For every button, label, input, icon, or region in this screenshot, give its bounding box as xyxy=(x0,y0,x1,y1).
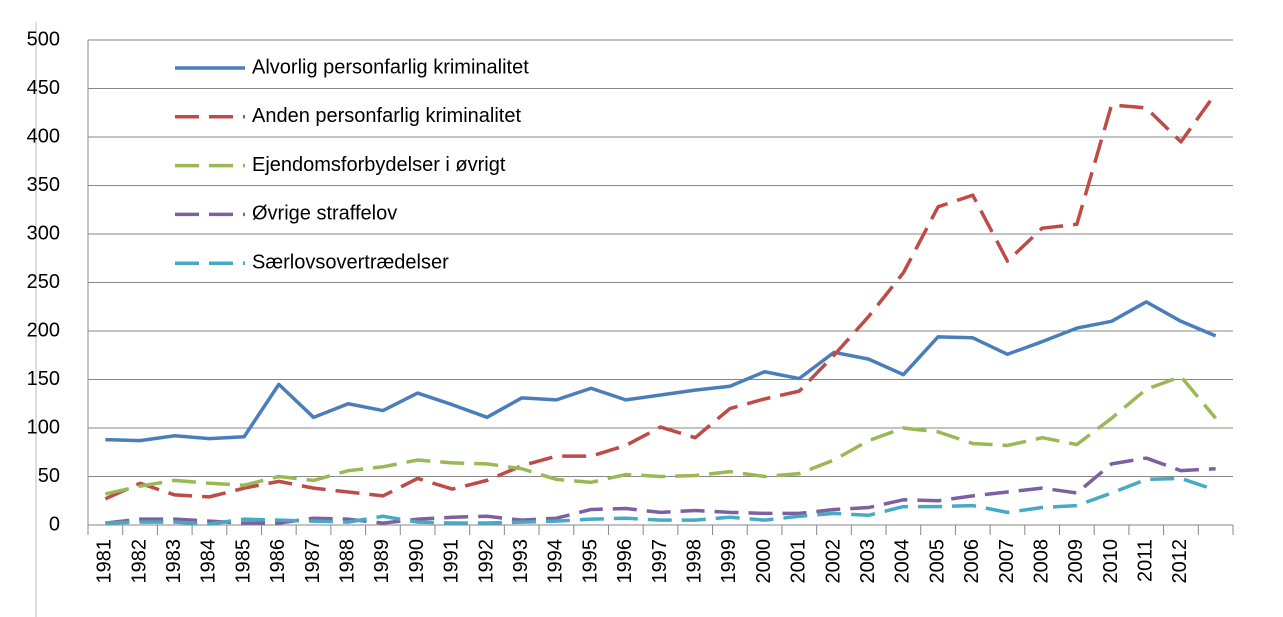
x-tick-label: 1997 xyxy=(649,539,671,584)
x-tick-label: 1994 xyxy=(545,539,567,584)
y-tick-label: 50 xyxy=(38,465,60,487)
series-line xyxy=(104,92,1218,501)
x-tick-label: 2006 xyxy=(961,539,983,584)
x-tick-label: 2008 xyxy=(1030,539,1052,584)
x-tick-label: 2004 xyxy=(892,539,914,584)
x-tick-label: 1986 xyxy=(267,539,289,584)
y-tick-label: 300 xyxy=(27,222,60,244)
x-tick-label: 2010 xyxy=(1100,539,1122,584)
x-tick-label: 1989 xyxy=(371,539,393,584)
x-tick-label: 1987 xyxy=(302,539,324,584)
y-tick-label: 500 xyxy=(27,28,60,50)
y-tick-label: 250 xyxy=(27,271,60,293)
y-tick-label: 350 xyxy=(27,174,60,196)
x-tick-label: 1990 xyxy=(406,539,428,584)
series-line xyxy=(104,374,1217,496)
x-tick-label: 2007 xyxy=(996,539,1018,584)
x-tick-label: 1998 xyxy=(683,539,705,584)
series-line xyxy=(105,456,1216,525)
x-tick-label: 1988 xyxy=(337,539,359,584)
x-tick-label: 1995 xyxy=(579,539,601,584)
x-tick-label: 2011 xyxy=(1135,539,1157,582)
x-tick-label: 1981 xyxy=(94,539,116,584)
series-line xyxy=(105,300,1217,443)
x-tick-label: 2009 xyxy=(1065,539,1087,584)
legend-label: Alvorlig personfarlig kriminalitet xyxy=(252,56,529,78)
x-tick-label: 1983 xyxy=(163,539,185,584)
x-tick-label: 1999 xyxy=(718,539,740,584)
x-tick-label: 2001 xyxy=(788,539,810,584)
y-tick-label: 200 xyxy=(27,319,60,341)
y-tick-label: 150 xyxy=(27,368,60,390)
legend-label: Øvrige straffelov xyxy=(252,203,397,225)
x-tick-label: 2000 xyxy=(753,539,775,584)
x-tick-label: 2002 xyxy=(822,539,844,584)
x-tick-label: 1991 xyxy=(441,539,463,584)
series-line xyxy=(105,476,1217,526)
y-tick-label: 0 xyxy=(49,513,60,535)
legend-label: Særlovsovertrædelser xyxy=(252,251,449,273)
x-tick-label: 1985 xyxy=(232,539,254,584)
x-tick-label: 2003 xyxy=(857,539,879,584)
legend-label: Anden personfarlig kriminalitet xyxy=(252,105,521,127)
y-tick-label: 100 xyxy=(27,416,60,438)
x-tick-label: 1996 xyxy=(614,539,636,584)
x-tick-label: 1984 xyxy=(198,539,220,584)
x-tick-label: 2005 xyxy=(926,539,948,584)
legend-label: Ejendomsforbydelser i øvrigt xyxy=(252,154,506,176)
y-tick-label: 450 xyxy=(27,77,60,99)
x-tick-label: 1993 xyxy=(510,539,532,584)
x-tick-label: 1992 xyxy=(475,539,497,584)
x-tick-label: 1982 xyxy=(128,539,150,584)
y-tick-label: 400 xyxy=(27,125,60,147)
x-tick-label: 2012 xyxy=(1169,539,1191,584)
